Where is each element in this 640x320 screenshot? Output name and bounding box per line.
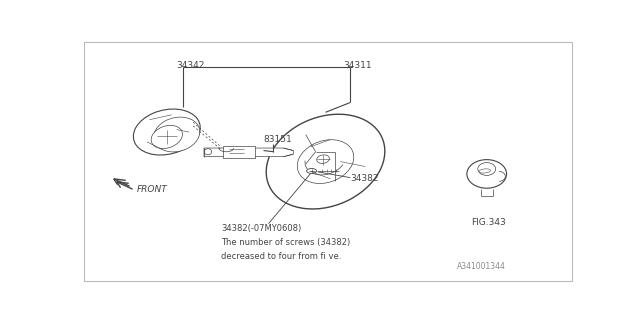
Ellipse shape — [467, 160, 507, 188]
Text: 83151: 83151 — [264, 135, 292, 144]
Ellipse shape — [151, 125, 182, 148]
Text: FRONT: FRONT — [137, 185, 168, 195]
Ellipse shape — [204, 149, 212, 155]
Text: The number of screws (34382): The number of screws (34382) — [221, 238, 351, 247]
Text: 34382(-07MY0608): 34382(-07MY0608) — [221, 224, 301, 233]
Ellipse shape — [478, 163, 495, 175]
Text: decreased to four from fi ve.: decreased to four from fi ve. — [221, 252, 342, 260]
Circle shape — [307, 169, 317, 173]
Polygon shape — [204, 148, 293, 157]
FancyBboxPatch shape — [223, 146, 255, 158]
Text: 34342: 34342 — [177, 61, 205, 70]
Text: 34382: 34382 — [350, 174, 379, 183]
Ellipse shape — [317, 155, 330, 164]
Ellipse shape — [479, 169, 490, 173]
Ellipse shape — [133, 109, 200, 155]
Ellipse shape — [154, 117, 200, 152]
Text: 34311: 34311 — [343, 61, 371, 70]
Text: FIG.343: FIG.343 — [471, 218, 506, 227]
Text: A341001344: A341001344 — [457, 262, 506, 271]
